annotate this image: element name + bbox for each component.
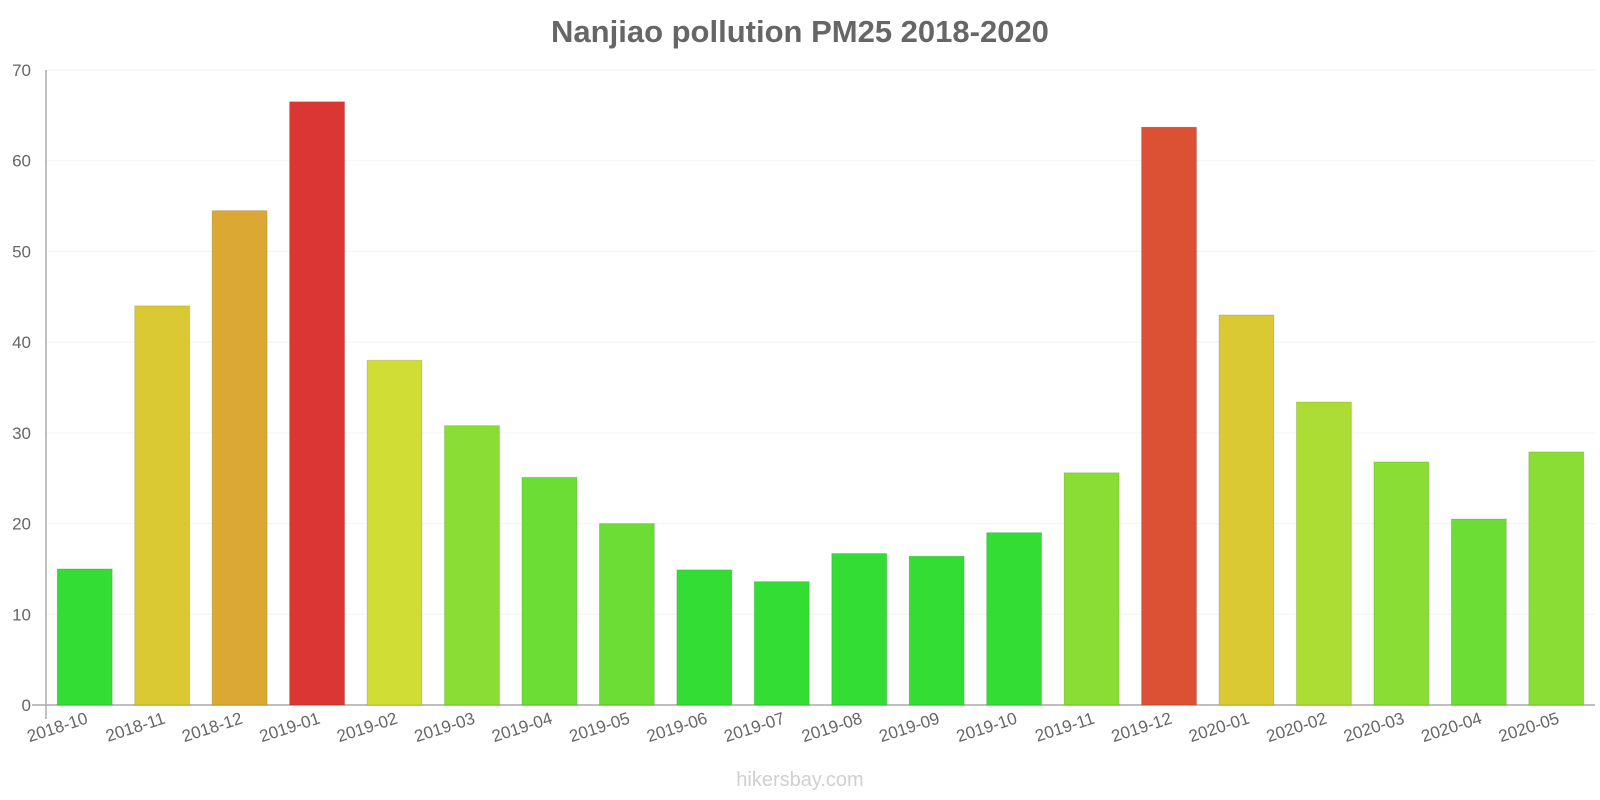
x-tick-label: 2019-02 [335, 709, 400, 746]
x-tick-label: 2018-11 [103, 709, 167, 746]
x-tick-label: 2019-07 [722, 709, 787, 746]
y-tick-label: 70 [12, 61, 31, 80]
x-tick-label: 2020-05 [1496, 709, 1561, 746]
x-tick-label: 2020-03 [1341, 709, 1406, 746]
bar-2020-04 [1450, 518, 1507, 706]
x-tick-label: 2019-03 [412, 709, 477, 746]
bar-2020-05 [1528, 451, 1585, 706]
bar-2019-06 [676, 569, 733, 706]
y-tick-label: 30 [12, 424, 31, 443]
x-tick-label: 2020-02 [1264, 709, 1329, 746]
y-tick-label: 60 [12, 152, 31, 171]
x-tick-label: 2020-01 [1187, 709, 1252, 746]
bar-2020-01 [1218, 314, 1275, 706]
y-tick-label: 40 [12, 333, 31, 352]
x-tick-label: 2019-06 [644, 709, 709, 746]
bar-2020-03 [1373, 461, 1430, 706]
bar-2018-11 [134, 305, 191, 706]
bar-2019-02 [366, 359, 423, 706]
x-tick-label: 2020-04 [1419, 709, 1484, 746]
x-tick-label: 2019-10 [954, 709, 1019, 746]
x-tick-label: 2019-12 [1109, 709, 1174, 746]
bar-2018-10 [56, 568, 113, 706]
bar-2019-05 [598, 523, 655, 706]
y-tick-label: 0 [22, 696, 31, 715]
x-tick-label: 2019-08 [799, 709, 864, 746]
bar-2019-07 [753, 581, 810, 706]
x-tick-label: 2019-09 [877, 709, 942, 746]
bar-2019-03 [443, 425, 500, 706]
y-tick-label: 50 [12, 242, 31, 261]
bar-2019-12 [1141, 126, 1198, 706]
x-tick-label: 2019-01 [257, 709, 322, 746]
x-tick-label: 2018-10 [25, 709, 90, 746]
x-tick-label: 2019-04 [489, 709, 554, 746]
bar-2018-12 [211, 210, 268, 706]
x-tick-label: 2019-11 [1033, 709, 1097, 746]
watermark: hikersbay.com [736, 769, 864, 791]
bar-2019-11 [1063, 472, 1120, 706]
bar-2019-09 [908, 555, 965, 706]
bar-2020-02 [1295, 401, 1352, 706]
y-tick-label: 10 [12, 605, 31, 624]
y-tick-label: 20 [12, 515, 31, 534]
chart-title: Nanjiao pollution PM25 2018-2020 [551, 14, 1049, 49]
bar-2019-10 [986, 532, 1043, 706]
bar-2019-04 [521, 476, 578, 706]
x-tick-label: 2018-12 [180, 709, 245, 746]
bar-2019-01 [289, 101, 346, 706]
bar-2019-08 [831, 553, 888, 706]
x-tick-label: 2019-05 [567, 709, 632, 746]
